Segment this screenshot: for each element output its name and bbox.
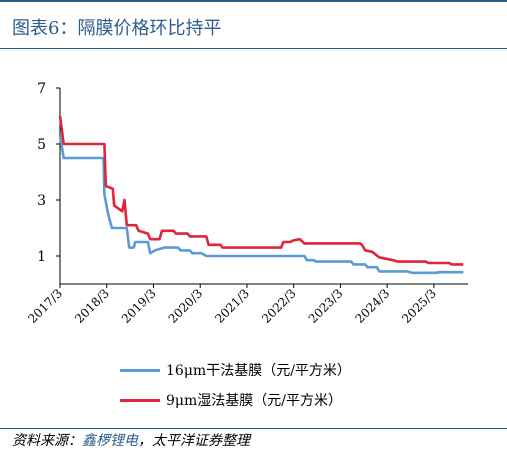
y-tick-label: 5 <box>37 137 46 153</box>
legend-item-wet: 9μm湿法基膜（元/平方米） <box>120 390 342 410</box>
legend-label-dry: 16μm干法基膜（元/平方米） <box>166 363 351 379</box>
x-tick-label: 2023/3 <box>306 286 346 326</box>
source-rule <box>0 428 507 429</box>
legend-label-wet: 9μm湿法基膜（元/平方米） <box>166 393 342 409</box>
x-tick-label: 2020/3 <box>166 286 206 326</box>
legend-item-dry: 16μm干法基膜（元/平方米） <box>120 360 351 380</box>
source-prefix: 资料来源： <box>12 433 82 449</box>
x-tick-label: 2021/3 <box>212 286 252 326</box>
source-separator: ， <box>138 433 152 449</box>
line-chart: 1 3 5 7 2017/3 2018/3 2019/3 2020/3 2021/3 2022/3… <box>25 81 468 326</box>
source-suffix: 太平洋证券整理 <box>152 433 250 449</box>
y-tick-label: 1 <box>37 249 46 265</box>
title-rule <box>0 48 507 49</box>
title-top-rule <box>0 0 507 2</box>
x-tick-label: 2019/3 <box>119 286 159 326</box>
legend-swatch-dry <box>120 368 160 372</box>
chart-title-bar: 图表6：隔膜价格环比持平 <box>0 0 507 50</box>
chart-title: 图表6：隔膜价格环比持平 <box>12 18 222 39</box>
x-tick-label: 2018/3 <box>72 286 112 326</box>
x-tick-label: 2025/3 <box>399 286 439 326</box>
x-tick-label: 2024/3 <box>353 286 393 326</box>
series-line-wet <box>58 115 464 266</box>
legend: 16μm干法基膜（元/平方米） 9μm湿法基膜（元/平方米） <box>120 358 420 418</box>
x-tick-label: 2017/3 <box>25 286 65 326</box>
source-note: 资料来源：鑫椤锂电，太平洋证券整理 <box>12 430 250 450</box>
series-line-dry <box>58 135 464 275</box>
y-tick-label: 3 <box>37 193 46 209</box>
y-tick-label: 7 <box>37 81 46 97</box>
source-org: 鑫椤锂电 <box>82 433 138 449</box>
x-tick-label: 2022/3 <box>259 286 299 326</box>
legend-swatch-wet <box>120 398 160 402</box>
